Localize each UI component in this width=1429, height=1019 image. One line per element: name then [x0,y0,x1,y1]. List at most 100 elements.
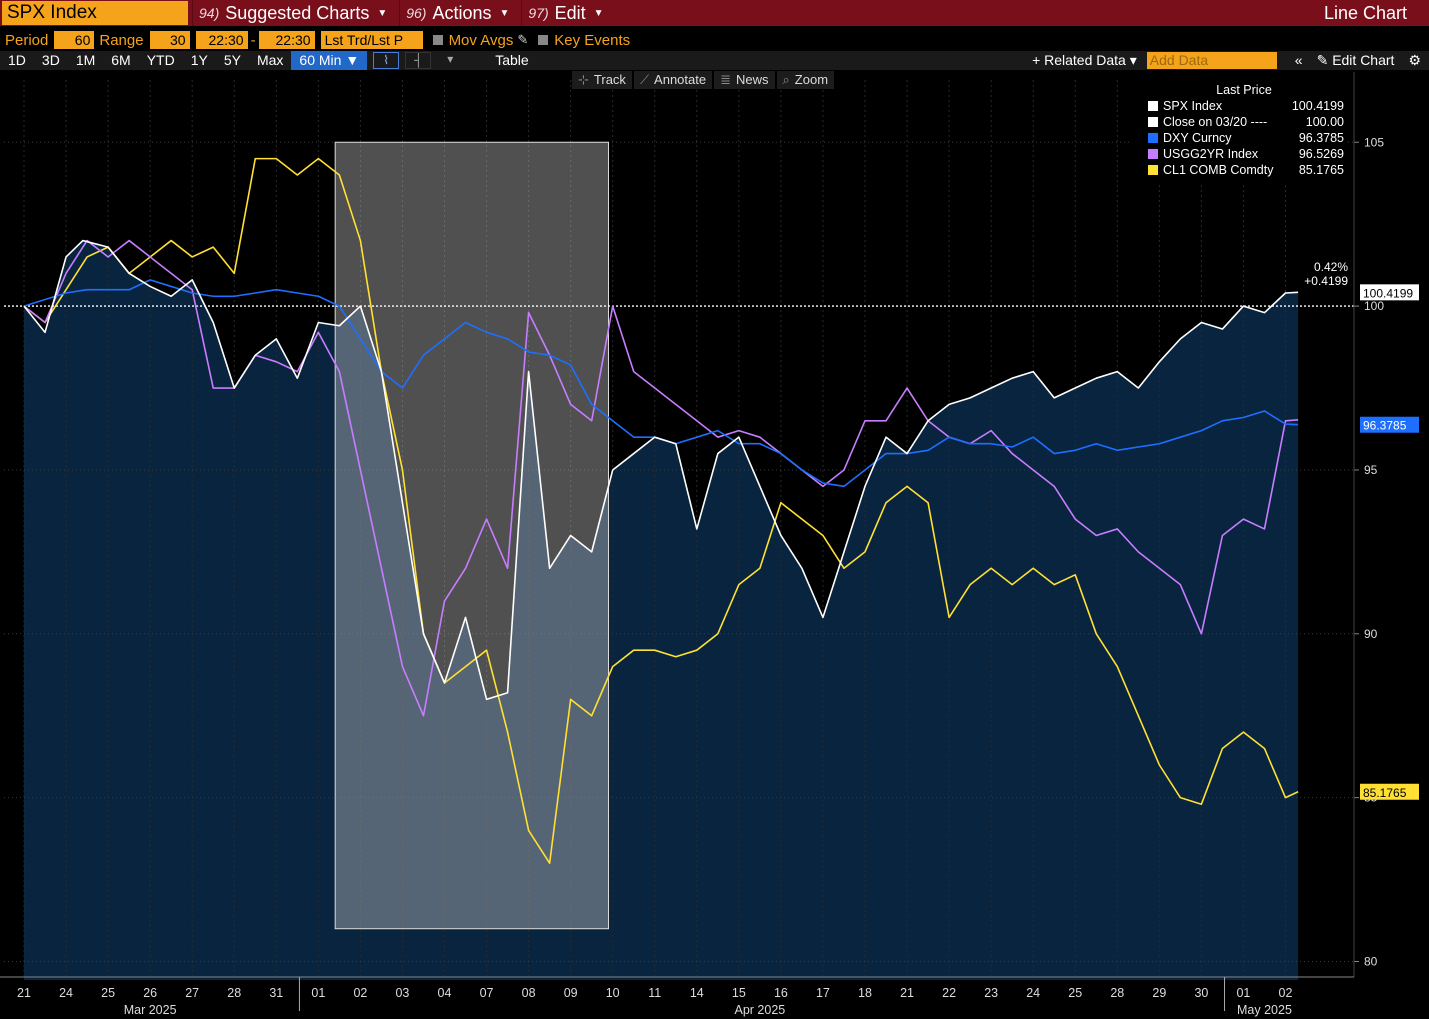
key-events-checkbox[interactable] [538,35,549,45]
collapse-icon[interactable]: « [1294,52,1303,68]
y-tick-label: 90 [1364,627,1378,641]
range-ytd-button[interactable]: YTD [146,52,175,68]
last-value-label: 85.1765 [1363,786,1407,800]
candle-chart-icon[interactable]: ┤ [405,52,432,69]
edit-menu[interactable]: 97) Edit ▼ [521,0,611,26]
zoom-tool[interactable]: ⌕ Zoom [776,71,835,89]
y-tick-label: 100 [1364,299,1384,313]
legend-item[interactable]: DXY Curncy 96.3785 [1130,130,1348,146]
legend-swatch [1148,133,1158,143]
last-value-label: 96.3785 [1363,419,1407,433]
range-input[interactable]: 30 [149,31,190,49]
range-6m-button[interactable]: 6M [111,52,131,68]
menu-number: 96) [406,5,427,21]
caret-down-icon: ▼ [499,7,510,19]
news-tool[interactable]: ≣ News [714,71,775,89]
line-chart-icon[interactable]: ⌇ [373,52,400,69]
x-tick-label: 14 [690,986,704,1000]
menu-number: 97) [528,5,549,21]
period-input[interactable]: 60 [54,31,95,49]
range-max-button[interactable]: Max [256,52,284,68]
legend-item[interactable]: USGG2YR Index 96.5269 [1130,146,1348,162]
suggested-charts-menu[interactable]: 94) Suggested Charts ▼ [192,0,395,26]
x-tick-label: 07 [480,986,494,1000]
x-tick-label: 21 [900,986,914,1000]
actions-menu[interactable]: 96) Actions ▼ [399,0,517,26]
range-1y-button[interactable]: 1Y [190,52,208,68]
series-line-spx-index [23,239,1299,701]
zoom-icon: ⌕ [782,72,790,87]
legend-item[interactable]: SPX Index 100.4199 [1130,98,1348,114]
x-tick-label: 26 [143,986,157,1000]
last-value-box [1360,284,1419,301]
x-tick-label: 02 [1279,986,1293,1000]
legend-value: 96.5269 [1298,147,1344,161]
menu-label: Edit [554,2,586,23]
last-value-box [1360,416,1419,433]
menu-number: 94) [199,5,220,21]
interval-select[interactable]: 60 Min ▼ [291,51,368,70]
chart-type-label: Line Chart [1323,3,1407,23]
change-label: 0.42% +0.4199 [1300,260,1348,288]
last-value-label: 100.4199 [1363,286,1413,300]
caret-down-icon: ▼ [593,7,604,19]
range-5y-button[interactable]: 5Y [223,52,241,68]
x-tick-label: 08 [522,986,536,1000]
pencil-icon: ✎ [1316,52,1333,68]
month-label: Apr 2025 [735,1003,786,1017]
y-tick-label: 105 [1364,135,1384,149]
annotate-icon: ⟋ [639,72,650,87]
x-tick-label: 24 [59,986,73,1000]
legend-value: 96.3785 [1298,131,1344,145]
x-tick-label: 18 [858,986,872,1000]
month-label: Mar 2025 [124,1003,177,1017]
edit-chart-button[interactable]: ✎ Edit Chart [1311,52,1401,69]
menu-label: Suggested Charts [225,2,370,23]
legend-item[interactable]: CL1 COMB Comdty 85.1765 [1130,162,1348,178]
x-tick-label: 27 [185,986,199,1000]
annotate-tool[interactable]: ⟋ Annotate [633,71,713,89]
legend-value: 100.00 [1305,115,1344,129]
track-tool[interactable]: ⊹ Track [572,71,632,89]
legend-name: USGG2YR Index [1163,147,1259,161]
chevron-down-icon[interactable]: ▾ [447,52,454,66]
range-3d-button[interactable]: 3D [41,52,60,68]
pct-change: 0.42% [1313,260,1348,274]
price-mode-select[interactable]: Lst Trd/Lst P [320,31,423,49]
x-tick-label: 16 [774,986,788,1000]
time-from-input[interactable]: 22:30 [195,31,248,49]
legend-header: Last Price [1216,83,1272,97]
legend-swatch [1148,117,1158,127]
chart-settings-row: Period 60 Range 30 22:30 - 22:30 Lst Trd… [0,30,1429,50]
mov-avgs-checkbox[interactable] [432,35,443,45]
crosshair-icon: ⊹ [578,72,589,87]
x-tick-label: 28 [1110,986,1124,1000]
news-label: News [736,72,769,87]
range-1d-button[interactable]: 1D [8,52,26,68]
table-button[interactable]: Table [495,52,529,68]
legend-name: CL1 COMB Comdty [1163,163,1274,177]
range-toolbar: 1D 3D 1M 6M YTD 1Y 5Y Max 60 Min ▼ ⌇ ┤ ▾… [0,51,1429,70]
legend-value: 100.4199 [1291,99,1344,113]
range-1m-button[interactable]: 1M [75,52,96,68]
news-icon: ≣ [720,72,731,87]
x-tick-label: 17 [816,986,830,1000]
x-tick-label: 23 [984,986,998,1000]
gear-icon[interactable]: ⚙ [1408,52,1421,68]
legend-value: 85.1765 [1298,163,1344,177]
x-tick-label: 09 [564,986,578,1000]
ticker-field[interactable]: SPX Index [2,1,188,25]
add-data-input[interactable]: Add Data [1146,52,1277,69]
x-tick-label: 24 [1026,986,1040,1000]
related-data-button[interactable]: + Related Data ▾ [1032,52,1137,68]
line-chart[interactable]: 80859095100105100.419996.378585.17652124… [0,72,1429,1019]
series-line-cl1-comb-comdty [23,157,1299,864]
range-label: Range [99,31,144,49]
chart-legend: Last Price SPX Index 100.4199 Close on 03… [1130,80,1348,182]
legend-item[interactable]: Close on 03/20 ---- 100.00 [1130,114,1348,130]
x-tick-label: 25 [1068,986,1082,1000]
time-to-input[interactable]: 22:30 [258,31,315,49]
pencil-icon[interactable]: ✎ [517,32,529,47]
x-tick-label: 01 [1236,986,1250,1000]
x-tick-label: 30 [1194,986,1208,1000]
